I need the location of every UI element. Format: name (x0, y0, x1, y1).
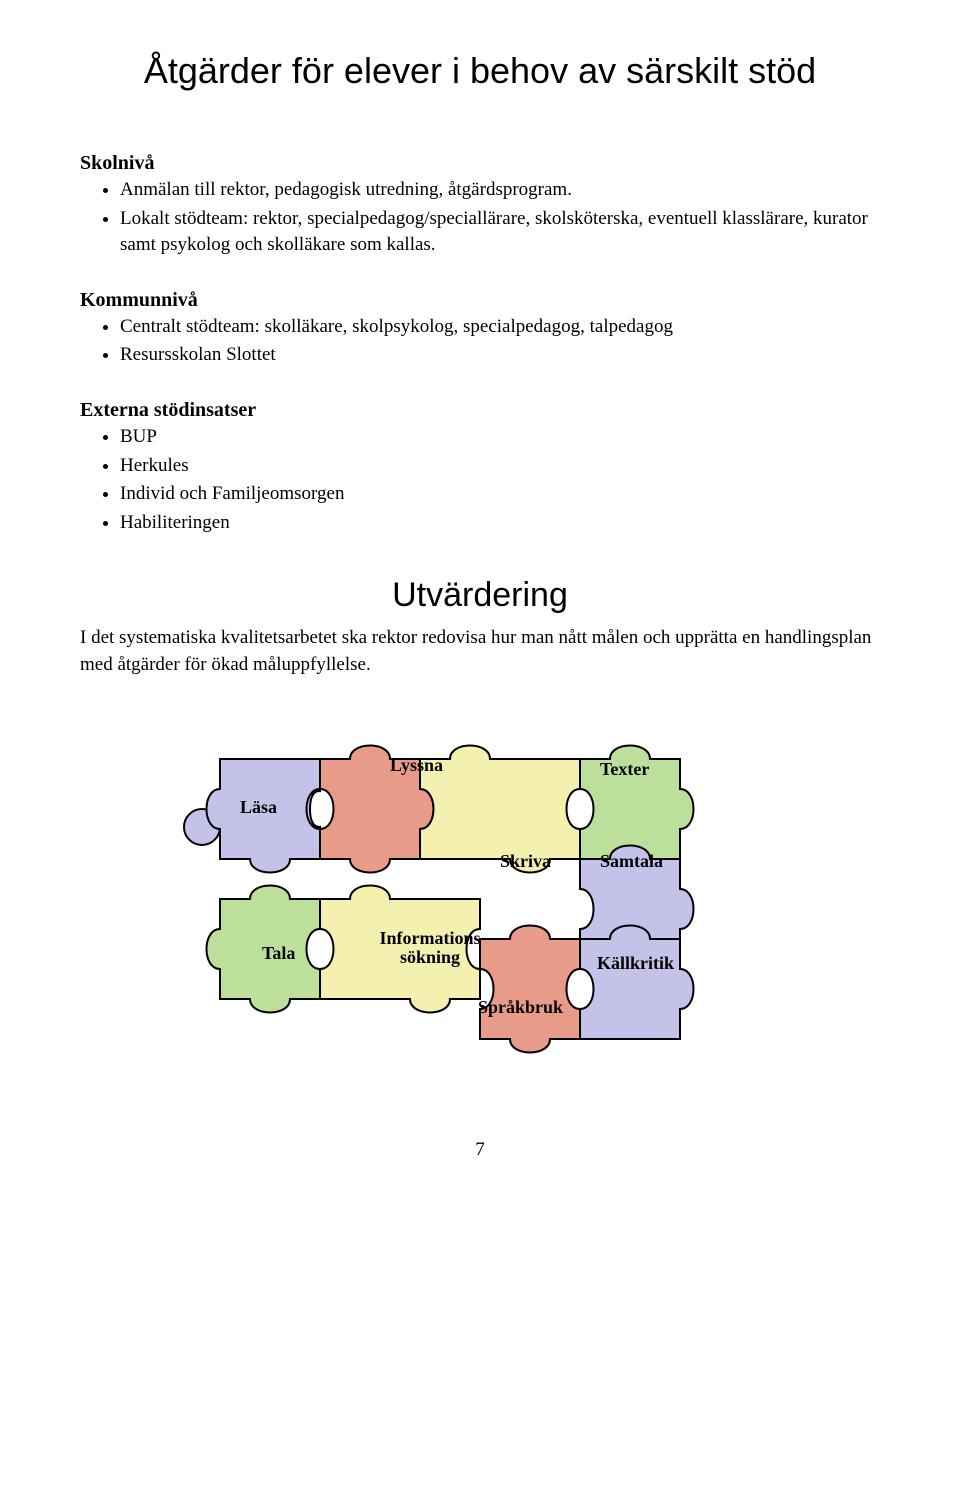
puzzle-label-texter: Texter (600, 759, 649, 780)
puzzle-label-samtala: Samtala (600, 851, 663, 872)
list-item: Anmälan till rektor, pedagogisk utrednin… (120, 177, 880, 204)
puzzle-label-sprakbruk: Språkbruk (478, 997, 563, 1018)
puzzle-label-kallkritik: Källkritik (597, 953, 674, 974)
skolniva-list: Anmälan till rektor, pedagogisk utrednin… (80, 177, 880, 259)
kommunniva-heading: Kommunnivå (80, 289, 880, 312)
list-item: BUP (120, 424, 880, 451)
utvardering-heading: Utvärdering (80, 576, 880, 615)
page-title: Åtgärder för elever i behov av särskilt … (80, 50, 880, 92)
puzzle-label-tala: Tala (262, 943, 295, 964)
puzzle-piece-sprakbruk (480, 925, 580, 1052)
externa-heading: Externa stödinsatser (80, 399, 880, 422)
puzzle-label-skriva: Skriva (500, 851, 551, 872)
list-item: Habiliteringen (120, 510, 880, 537)
list-item: Resursskolan Slottet (120, 342, 880, 369)
externa-list: BUP Herkules Individ och Familjeomsorgen… (80, 424, 880, 536)
list-item: Lokalt stödteam: rektor, specialpedagog/… (120, 206, 880, 259)
puzzle-diagram: Läsa Lyssna Texter Skriva Samtala Tala I… (180, 719, 780, 1059)
puzzle-label-lasa: Läsa (240, 797, 277, 818)
skolniva-heading: Skolnivå (80, 152, 880, 175)
list-item: Centralt stödteam: skolläkare, skolpsyko… (120, 314, 880, 341)
page-number: 7 (80, 1139, 880, 1161)
list-item: Individ och Familjeomsorgen (120, 481, 880, 508)
kommunniva-list: Centralt stödteam: skolläkare, skolpsyko… (80, 314, 880, 369)
puzzle-piece-kallkritik (580, 925, 694, 1039)
puzzle-label-lyssna: Lyssna (390, 755, 443, 776)
list-item: Herkules (120, 453, 880, 480)
puzzle-label-info: Informationssökning (370, 929, 490, 969)
utvardering-body: I det systematiska kvalitetsarbetet ska … (80, 625, 880, 678)
